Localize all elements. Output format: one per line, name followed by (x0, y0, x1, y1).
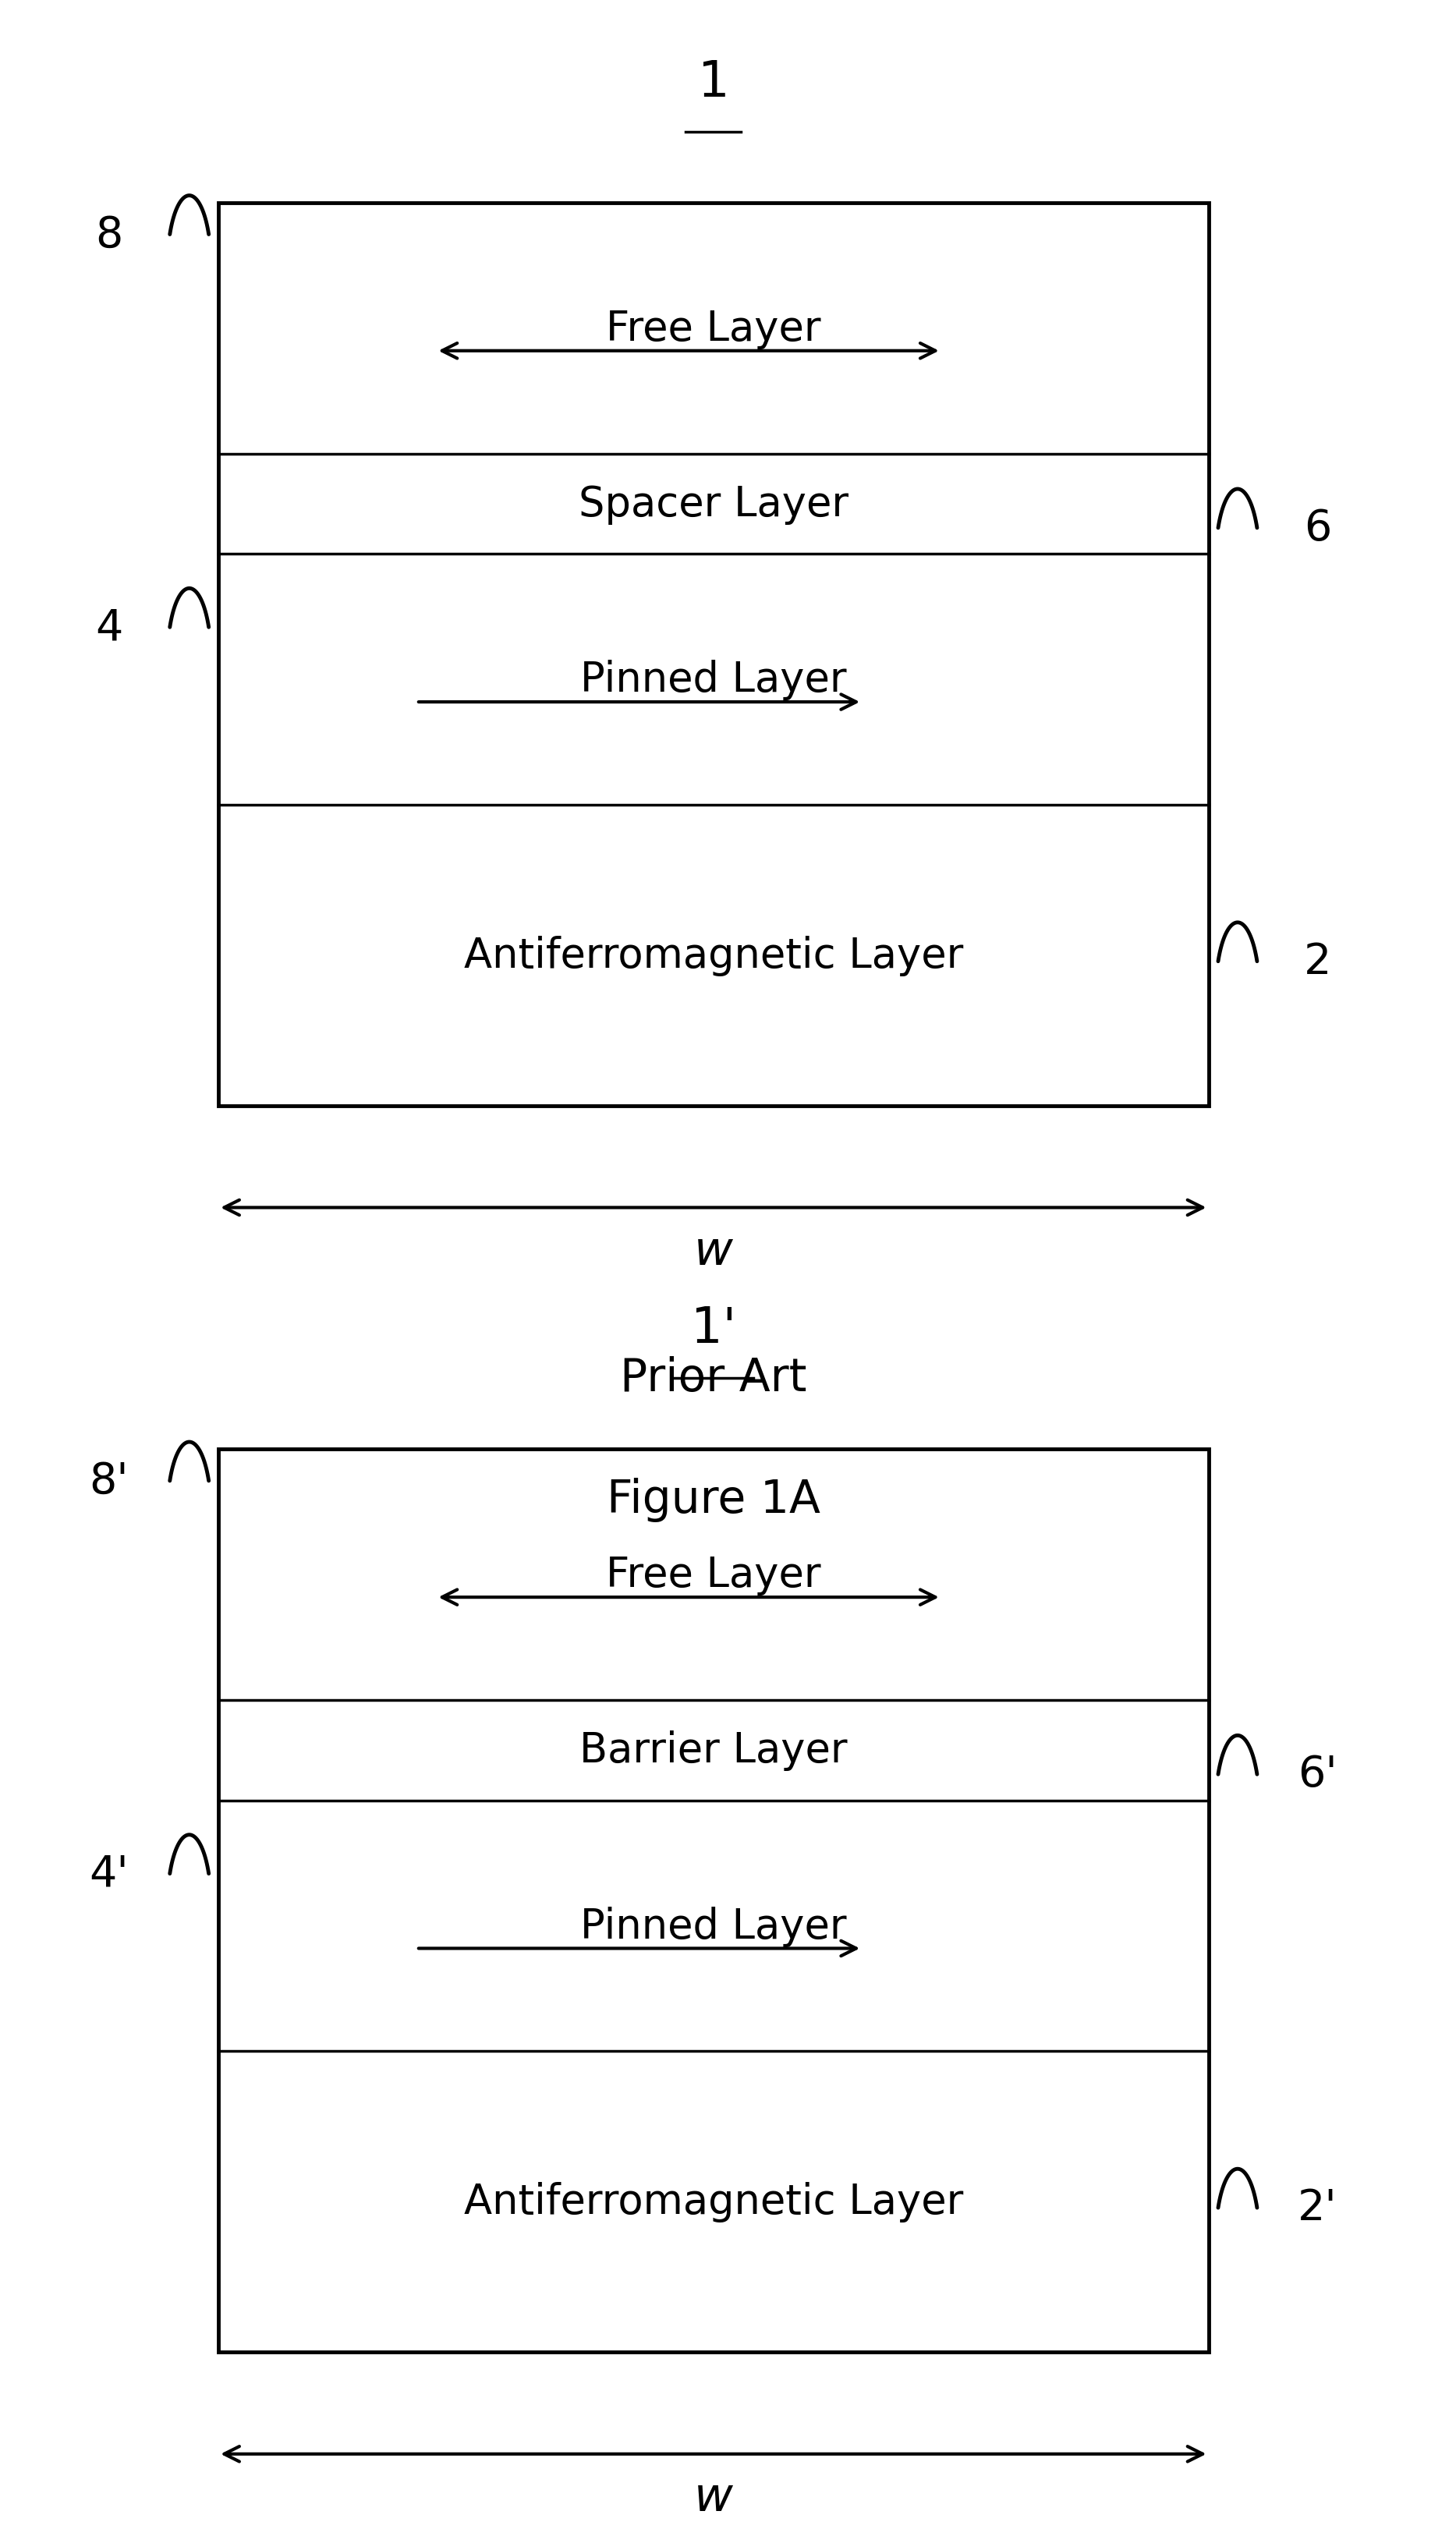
Text: Antiferromagnetic Layer: Antiferromagnetic Layer (464, 2182, 962, 2223)
Text: Pinned Layer: Pinned Layer (581, 659, 846, 699)
Text: 1': 1' (690, 1305, 737, 1353)
Text: Prior Art: Prior Art (620, 1355, 807, 1399)
Text: 2: 2 (1305, 941, 1331, 982)
Text: Antiferromagnetic Layer: Antiferromagnetic Layer (464, 936, 962, 977)
Text: w: w (695, 2474, 732, 2520)
Text: Barrier Layer: Barrier Layer (579, 1729, 847, 1770)
Text: 1: 1 (697, 58, 729, 107)
Bar (218, 203, 1208, 1106)
Text: 6: 6 (1305, 509, 1331, 549)
Text: 2': 2' (1297, 2187, 1338, 2228)
Bar (218, 1450, 1208, 2352)
Text: Pinned Layer: Pinned Layer (581, 1905, 846, 1945)
Text: Free Layer: Free Layer (606, 308, 821, 348)
Text: 8': 8' (89, 1460, 130, 1503)
Text: 4: 4 (96, 608, 122, 648)
Text: w: w (695, 1228, 732, 1274)
Text: 4': 4' (89, 1854, 130, 1895)
Text: Figure 1A: Figure 1A (607, 1477, 820, 1521)
Text: 8: 8 (96, 214, 122, 257)
Text: 6': 6' (1297, 1755, 1338, 1795)
Text: Free Layer: Free Layer (606, 1554, 821, 1594)
Text: Spacer Layer: Spacer Layer (578, 483, 849, 524)
